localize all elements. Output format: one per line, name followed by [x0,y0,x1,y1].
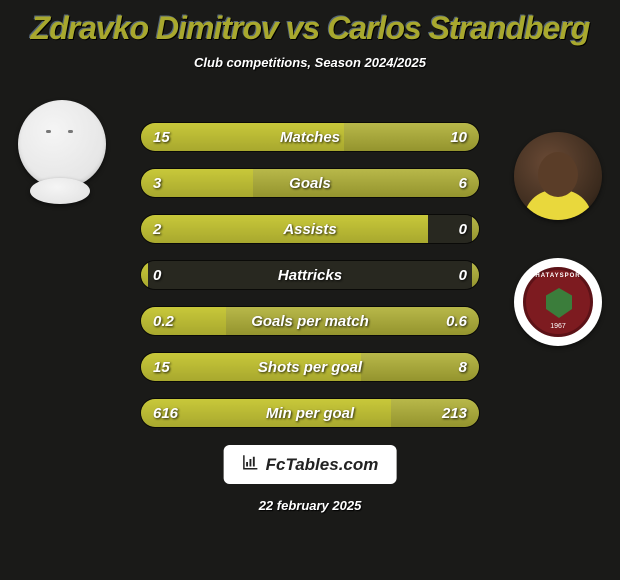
date-label: 22 february 2025 [0,498,620,513]
player-left-avatar [18,100,106,188]
stat-row: 158Shots per goal [140,352,480,382]
stat-label: Matches [141,123,479,151]
stat-row: 616213Min per goal [140,398,480,428]
stat-row: 00Hattricks [140,260,480,290]
stat-label: Assists [141,215,479,243]
stats-container: 1510Matches 36Goals 20Assists 00Hattricks 0.… [140,122,480,444]
stat-row: 36Goals [140,168,480,198]
chart-icon [242,453,260,476]
stat-row: 0.20.6Goals per match [140,306,480,336]
stat-label: Min per goal [141,399,479,427]
club-right-crest: HATAYSPOR 1967 [514,258,602,346]
subtitle: Club competitions, Season 2024/2025 [0,55,620,70]
stat-label: Goals per match [141,307,479,335]
stat-label: Hattricks [141,261,479,289]
stat-row: 20Assists [140,214,480,244]
source-label: FcTables.com [266,455,379,475]
crest-name: HATAYSPOR [526,273,590,279]
stat-label: Goals [141,169,479,197]
stat-label: Shots per goal [141,353,479,381]
club-left-placeholder [30,178,90,204]
source-badge: FcTables.com [224,445,397,484]
page-title: Zdravko Dimitrov vs Carlos Strandberg [0,0,620,47]
crest-year: 1967 [526,323,590,330]
player-right-avatar [514,132,602,220]
stat-row: 1510Matches [140,122,480,152]
